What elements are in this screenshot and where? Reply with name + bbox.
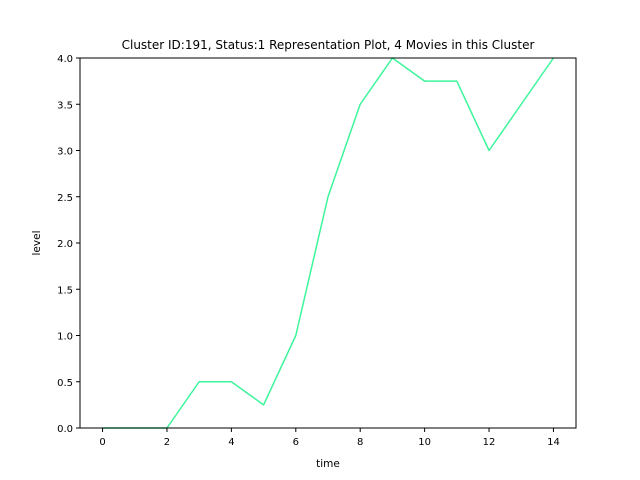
y-tick-label: 1.0 <box>57 332 73 343</box>
y-tick-label: 4.0 <box>57 54 73 65</box>
y-tick-label: 2.0 <box>57 239 73 250</box>
y-tick-label: 3.0 <box>57 147 73 158</box>
y-axis: 0.0 0.5 1.0 1.5 2.0 2.5 3.0 3.5 4.0 <box>57 54 80 435</box>
x-tick-label: 8 <box>357 437 363 448</box>
x-tick-label: 14 <box>547 437 560 448</box>
y-tick-label: 3.5 <box>57 100 73 111</box>
series-layer <box>102 57 555 429</box>
y-tick-label: 2.5 <box>57 193 73 204</box>
x-tick-label: 10 <box>418 437 431 448</box>
plot-area <box>79 57 577 429</box>
plot-frame <box>79 57 577 429</box>
y-tick-label: 0.0 <box>57 424 73 435</box>
x-axis-label: time <box>316 458 340 470</box>
y-tick-label: 0.5 <box>57 378 73 389</box>
y-axis-label: level <box>31 231 43 256</box>
x-tick-label: 2 <box>164 437 170 448</box>
x-axis: 0 2 4 6 8 10 12 14 <box>99 428 560 448</box>
x-tick-label: 12 <box>483 437 496 448</box>
x-tick-label: 4 <box>228 437 234 448</box>
series-line <box>102 57 555 429</box>
y-tick-label: 1.5 <box>57 285 73 296</box>
x-tick-label: 0 <box>99 437 105 448</box>
chart-title: Cluster ID:191, Status:1 Representation … <box>122 38 535 52</box>
x-tick-label: 6 <box>293 437 299 448</box>
